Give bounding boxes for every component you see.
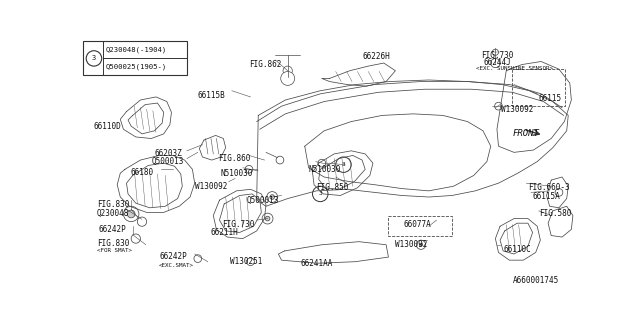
Text: FIG.660-3: FIG.660-3 bbox=[528, 183, 570, 192]
Text: FIG.830: FIG.830 bbox=[97, 239, 129, 248]
Circle shape bbox=[138, 217, 147, 226]
Text: FIG.730: FIG.730 bbox=[481, 51, 514, 60]
Text: FIG.730: FIG.730 bbox=[222, 220, 254, 229]
Text: <FOR SMAT>: <FOR SMAT> bbox=[97, 248, 132, 253]
Circle shape bbox=[131, 234, 140, 243]
Circle shape bbox=[492, 49, 499, 55]
Text: 66115B: 66115B bbox=[198, 91, 225, 100]
Text: 66211H: 66211H bbox=[210, 228, 238, 237]
Text: 66077A: 66077A bbox=[404, 220, 432, 229]
Bar bbox=[388, 215, 452, 236]
Text: 66180: 66180 bbox=[131, 168, 154, 177]
Text: N510030: N510030 bbox=[308, 165, 341, 174]
Circle shape bbox=[267, 192, 278, 203]
Circle shape bbox=[312, 186, 328, 202]
Circle shape bbox=[417, 240, 426, 249]
Text: 66203Z: 66203Z bbox=[154, 149, 182, 158]
Text: FIG.580: FIG.580 bbox=[540, 209, 572, 218]
Circle shape bbox=[555, 188, 563, 196]
Circle shape bbox=[262, 213, 273, 224]
Text: W130092: W130092 bbox=[195, 182, 227, 191]
Text: <EXC. SUNSHINE SENSOR>: <EXC. SUNSHINE SENSOR> bbox=[476, 66, 553, 71]
Circle shape bbox=[276, 156, 284, 164]
Text: W130092: W130092 bbox=[501, 105, 533, 114]
Circle shape bbox=[491, 59, 500, 68]
Text: FIG.850: FIG.850 bbox=[316, 183, 349, 192]
Text: 3: 3 bbox=[342, 162, 346, 167]
Circle shape bbox=[124, 206, 139, 222]
Text: 66244J: 66244J bbox=[484, 59, 511, 68]
Text: FIG.830: FIG.830 bbox=[97, 200, 129, 209]
Circle shape bbox=[127, 210, 135, 218]
Circle shape bbox=[246, 258, 254, 266]
Circle shape bbox=[495, 102, 502, 110]
Text: 66241AA: 66241AA bbox=[300, 259, 332, 268]
Circle shape bbox=[281, 71, 294, 85]
Text: 66242P: 66242P bbox=[99, 225, 126, 234]
Circle shape bbox=[336, 157, 351, 172]
Text: 66110C: 66110C bbox=[504, 245, 532, 254]
Text: 66226H: 66226H bbox=[363, 52, 390, 61]
Circle shape bbox=[270, 195, 275, 199]
Text: A660001745: A660001745 bbox=[513, 276, 559, 284]
Circle shape bbox=[265, 216, 270, 221]
Bar bbox=[513, 69, 565, 106]
Bar bbox=[83, 42, 187, 75]
Text: Q230048: Q230048 bbox=[97, 209, 129, 218]
Text: Q500025(1905-): Q500025(1905-) bbox=[106, 64, 167, 70]
Text: <EXC.SMAT>: <EXC.SMAT> bbox=[159, 263, 194, 268]
Text: W130251: W130251 bbox=[230, 257, 262, 266]
Circle shape bbox=[283, 66, 292, 76]
Text: W130092: W130092 bbox=[396, 240, 428, 249]
Circle shape bbox=[245, 165, 253, 173]
Text: Q230048(-1904): Q230048(-1904) bbox=[106, 47, 167, 53]
Text: 66115A: 66115A bbox=[532, 192, 561, 201]
Text: Q500013: Q500013 bbox=[151, 157, 184, 166]
Text: 66242P: 66242P bbox=[159, 252, 187, 261]
Circle shape bbox=[419, 243, 422, 246]
Text: Q500013: Q500013 bbox=[246, 196, 279, 204]
Text: FIG.862: FIG.862 bbox=[249, 60, 282, 69]
Text: 66110D: 66110D bbox=[94, 122, 122, 131]
Circle shape bbox=[86, 51, 102, 66]
Text: 3: 3 bbox=[318, 191, 322, 196]
Text: FRONT: FRONT bbox=[513, 129, 540, 138]
Circle shape bbox=[194, 255, 202, 262]
Circle shape bbox=[318, 159, 326, 167]
Text: FIG.860: FIG.860 bbox=[218, 154, 250, 163]
Text: N510030: N510030 bbox=[220, 169, 253, 178]
Text: 3: 3 bbox=[92, 55, 96, 61]
Text: 66115: 66115 bbox=[539, 94, 562, 103]
